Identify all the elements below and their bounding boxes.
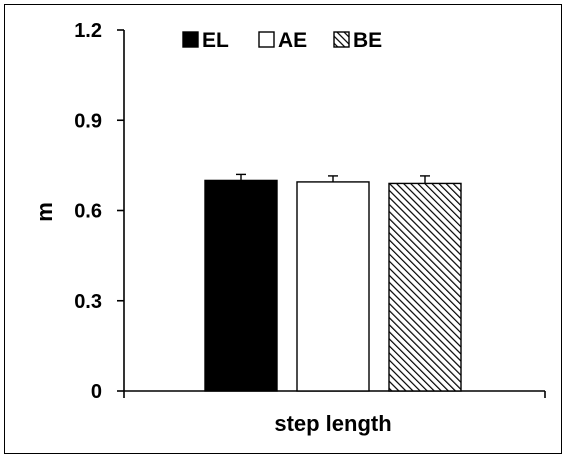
- y-tick-label: 0: [91, 381, 102, 403]
- y-tick-label: 0.6: [74, 201, 102, 223]
- legend-swatch-el: [182, 31, 199, 48]
- legend-label-be: BE: [353, 29, 382, 52]
- bar-be: [388, 182, 462, 392]
- bars: [204, 179, 462, 392]
- legend-label-ae: AE: [278, 29, 307, 52]
- y-tick-label: 1.2: [74, 20, 102, 42]
- legend-label-el: EL: [202, 29, 229, 52]
- legend-swatch-be: [333, 31, 350, 48]
- axes: 0 0.3 0.6 0.9 1.2: [74, 20, 546, 403]
- y-axis-title: m: [32, 202, 57, 222]
- legend: EL AE BE: [182, 29, 382, 52]
- chart-frame: [4, 4, 562, 454]
- y-tick-label: 0.3: [74, 291, 102, 313]
- y-tick-label: 0.9: [74, 110, 102, 132]
- error-bars: [236, 173, 430, 184]
- bar-ae: [296, 181, 370, 392]
- x-axis-title: step length: [274, 411, 391, 436]
- bar-el: [204, 179, 278, 392]
- legend-swatch-ae: [258, 31, 275, 48]
